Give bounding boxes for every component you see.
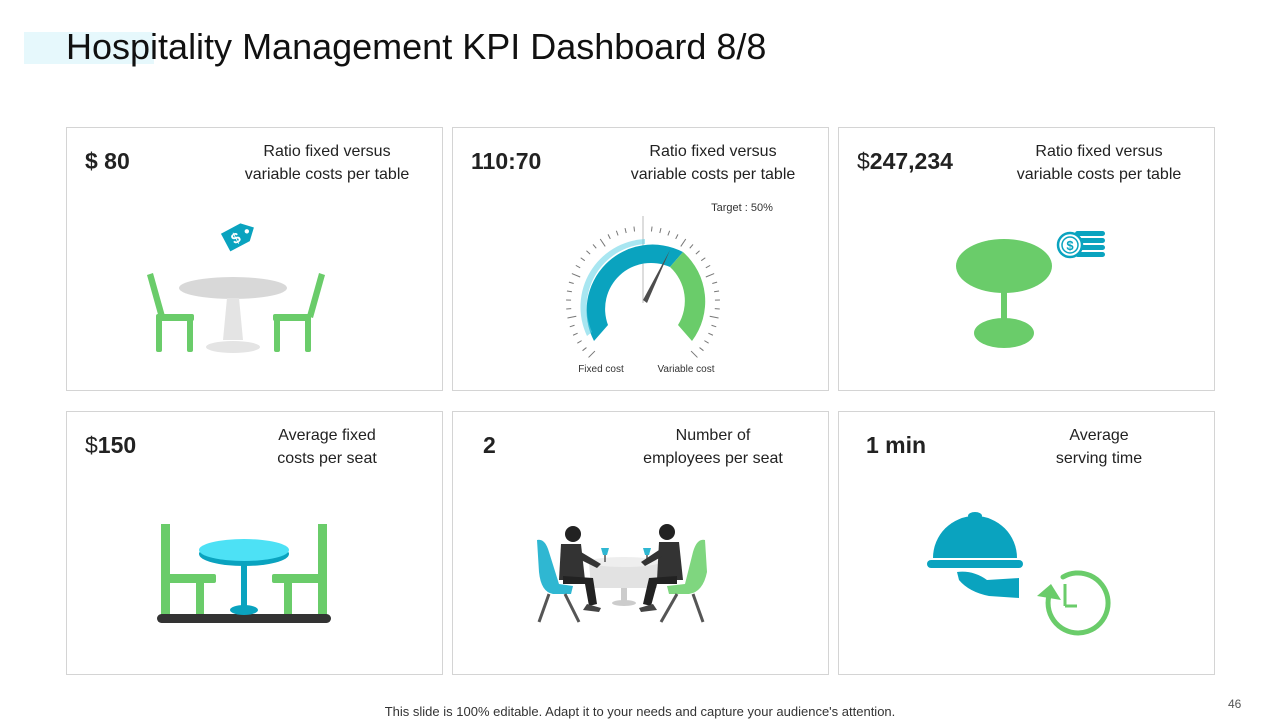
kpi-label-line2: serving time	[1055, 450, 1143, 467]
gauge-tick	[690, 350, 698, 358]
gauge-tick	[689, 244, 694, 249]
kpi-value: $ 80	[85, 148, 130, 174]
kpi-card-cost-per-seat: $150 Average fixed costs per seat	[66, 411, 443, 675]
kpi-label: Average serving time	[999, 424, 1199, 470]
gauge-tick	[695, 250, 700, 255]
gauge-tick	[569, 324, 575, 328]
kpi-card-cost-per-table: $ 80 Ratio fixed versus variable costs p…	[66, 127, 443, 391]
two-diners-icon	[537, 524, 707, 623]
page-title: Hospitality Management KPI Dashboard 8/8	[66, 26, 767, 67]
gauge-tick	[566, 290, 572, 293]
kpi-card-cost-ratio: 110:70 Ratio fixed versus variable costs…	[452, 127, 829, 391]
gauge-tick	[577, 340, 582, 344]
footer-note: This slide is 100% editable. Adapt it to…	[384, 704, 896, 719]
kpi-card-total-cost: $247,234 Ratio fixed versus variable cos…	[838, 127, 1215, 391]
gauge-tick	[615, 230, 619, 236]
kpi-card-serving-time: 1 min Average serving time	[838, 411, 1215, 675]
gauge-ticks	[566, 226, 720, 358]
gauge-fixed-glow	[580, 239, 645, 336]
page-number: 46	[1228, 697, 1242, 711]
gauge-tick	[711, 324, 717, 328]
gauge-tick	[624, 228, 627, 234]
gauge-tick	[568, 281, 574, 284]
kpi-value: $247,234	[857, 148, 953, 175]
kpi-label-line1: Number of	[675, 427, 751, 444]
kpi-label: Ratio fixed versus variable costs per ta…	[613, 140, 813, 186]
gauge-tick	[712, 281, 718, 284]
svg-text:$: $	[1066, 238, 1074, 253]
gauge-tick	[607, 234, 611, 240]
kpi-label-line1: Ratio fixed versus	[649, 143, 777, 160]
kpi-label: Ratio fixed versus variable costs per ta…	[999, 140, 1199, 186]
kpi-label-line2: employees per seat	[643, 450, 783, 467]
gauge-fixed-cost-label: Fixed cost	[578, 364, 624, 375]
gauge-needle	[643, 250, 670, 303]
cloche-timer-icon	[927, 512, 1111, 636]
kpi-label-line2: variable costs per table	[1016, 166, 1182, 183]
gauge-tick	[700, 257, 706, 262]
gauge-tick	[588, 350, 596, 358]
gauge-tick	[575, 264, 581, 269]
cafe-table-chairs-icon	[157, 524, 331, 623]
gauge-tick	[592, 244, 597, 249]
kpi-label: Average fixed costs per seat	[227, 424, 427, 470]
gauge-tick	[714, 290, 720, 293]
gauge-tick	[704, 340, 709, 344]
gauge-target-label: Target : 50%	[711, 202, 773, 214]
gauge-tick	[699, 347, 704, 352]
gauge-tick	[675, 234, 679, 240]
kpi-value: $150	[85, 432, 136, 459]
gauge-tick	[705, 273, 715, 278]
kpi-label-line1: Ratio fixed versus	[1035, 143, 1163, 160]
gauge-variable-arc	[670, 252, 706, 341]
kpi-card-employees-per-seat: 2 Number of employees per seat	[452, 411, 829, 675]
kpi-currency: $	[857, 148, 870, 174]
kpi-number: 247,234	[869, 148, 953, 174]
gauge-tick	[633, 226, 636, 232]
gauge-tick	[599, 238, 606, 247]
kpi-value: 1 min	[866, 432, 927, 458]
gauge-tick	[708, 332, 714, 336]
kpi-value: 110:70	[471, 148, 542, 174]
kpi-number: 150	[97, 432, 137, 458]
gauge-tick	[705, 264, 711, 269]
kpi-label: Ratio fixed versus variable costs per ta…	[227, 140, 427, 186]
table-with-coins-icon: $	[956, 231, 1105, 348]
cost-gauge: Target : 50% Fixed cost Variable cost	[566, 202, 773, 375]
gauge-fixed-arc	[586, 244, 683, 341]
gauge-variable-cost-label: Variable cost	[657, 364, 714, 375]
gauge-tick	[571, 273, 581, 278]
kpi-label-line2: variable costs per table	[630, 166, 796, 183]
gauge-tick	[582, 347, 587, 352]
kpi-label: Number of employees per seat	[613, 424, 813, 470]
title-accent-bar	[24, 32, 154, 64]
gauge-tick	[586, 250, 591, 255]
kpi-currency: $	[85, 432, 98, 458]
round-table-chairs-price-tag-icon: $	[147, 223, 325, 353]
gauge-tick	[659, 228, 662, 234]
kpi-label-line2: variable costs per table	[244, 166, 410, 183]
kpi-value: 2	[483, 432, 496, 458]
kpi-label-line1: Average fixed	[278, 427, 376, 444]
gauge-tick	[572, 332, 578, 336]
kpi-label-line2: costs per seat	[277, 450, 377, 467]
gauge-tick	[567, 315, 577, 319]
gauge-tick	[680, 238, 687, 247]
gauge-tick	[580, 257, 586, 262]
gauge-tick	[709, 315, 719, 319]
gauge-tick	[650, 226, 653, 232]
kpi-label-line1: Average	[1069, 427, 1129, 444]
kpi-label-line1: Ratio fixed versus	[263, 143, 391, 160]
gauge-tick	[667, 230, 671, 236]
